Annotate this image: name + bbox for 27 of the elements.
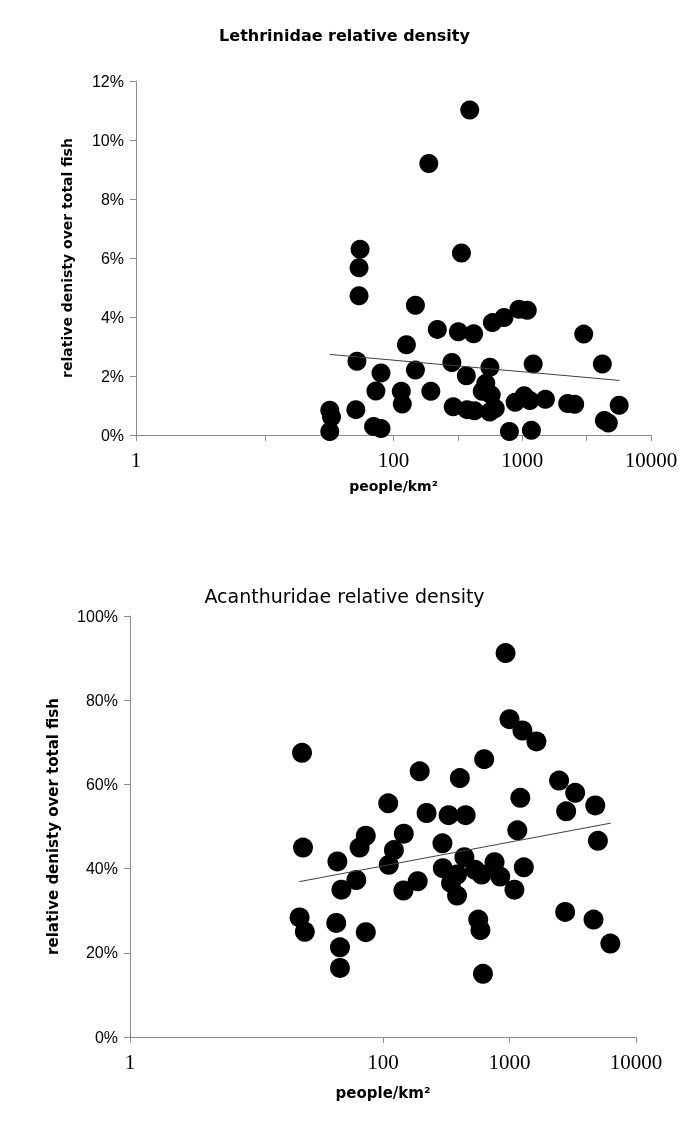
y-tick-label: 12% <box>91 72 124 90</box>
y-tick-label: 10% <box>91 131 124 149</box>
y-tick-label: 6% <box>100 249 124 267</box>
chart-title: Acanthuridae relative density <box>204 584 485 607</box>
x-tick-label: 10000 <box>624 447 678 472</box>
chart-title: Lethrinidae relative density <box>219 25 471 45</box>
y-tick-label: 40% <box>85 860 118 878</box>
x-axis-title: people/km² <box>335 1083 431 1102</box>
x-tick-label: 1 <box>130 447 142 472</box>
x-tick-label: 100 <box>377 447 410 472</box>
x-tick-label: 1000 <box>501 447 544 472</box>
y-tick-label: 8% <box>100 190 124 208</box>
y-tick-label: 0% <box>100 426 124 444</box>
x-tick-label: 10000 <box>609 1049 663 1074</box>
y-tick-label: 4% <box>100 308 124 326</box>
x-axis-title: people/km² <box>349 478 438 494</box>
x-tick-label: 100 <box>367 1049 399 1074</box>
y-tick-label: 2% <box>100 367 124 385</box>
y-tick-label: 60% <box>85 775 118 793</box>
y-tick-label: 20% <box>85 944 118 962</box>
x-tick-label: 1000 <box>488 1049 531 1074</box>
y-axis-title: relative denisty over total fish <box>59 138 75 378</box>
y-axis-title: relative denisty over total fish <box>43 698 62 955</box>
y-tick-label: 0% <box>94 1028 118 1046</box>
y-tick-label: 100% <box>77 607 118 625</box>
x-tick-label: 1 <box>124 1049 136 1074</box>
y-tick-label: 80% <box>85 691 118 709</box>
